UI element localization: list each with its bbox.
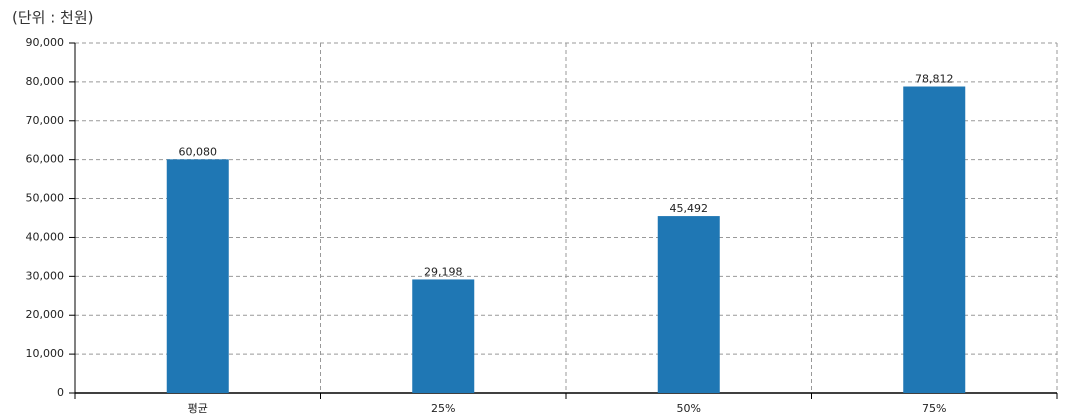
bar bbox=[903, 86, 966, 394]
x-tick-label: 평균 bbox=[188, 402, 208, 415]
bar bbox=[166, 159, 229, 393]
value-label: 60,080 bbox=[179, 145, 218, 158]
x-tick-label: 50% bbox=[677, 402, 701, 415]
y-tick-label: 50,000 bbox=[26, 192, 65, 205]
x-tick-label: 75% bbox=[922, 402, 946, 415]
y-tick-label: 60,000 bbox=[26, 153, 65, 166]
chart-title: (단위 : 천원) bbox=[12, 9, 94, 27]
bar bbox=[412, 279, 475, 393]
y-tick-label: 10,000 bbox=[26, 347, 65, 360]
y-tick-label: 0 bbox=[57, 386, 64, 399]
y-tick-label: 70,000 bbox=[26, 114, 65, 127]
value-label: 78,812 bbox=[915, 73, 954, 86]
y-tick-label: 30,000 bbox=[26, 269, 65, 282]
y-tick-label: 80,000 bbox=[26, 75, 65, 88]
x-tick-label: 25% bbox=[431, 402, 455, 415]
value-label: 45,492 bbox=[670, 202, 709, 215]
y-tick-label: 20,000 bbox=[26, 308, 65, 321]
y-tick-label: 40,000 bbox=[26, 230, 65, 243]
y-tick-label: 90,000 bbox=[26, 36, 65, 49]
value-label: 29,198 bbox=[424, 265, 463, 278]
bar bbox=[657, 216, 720, 393]
